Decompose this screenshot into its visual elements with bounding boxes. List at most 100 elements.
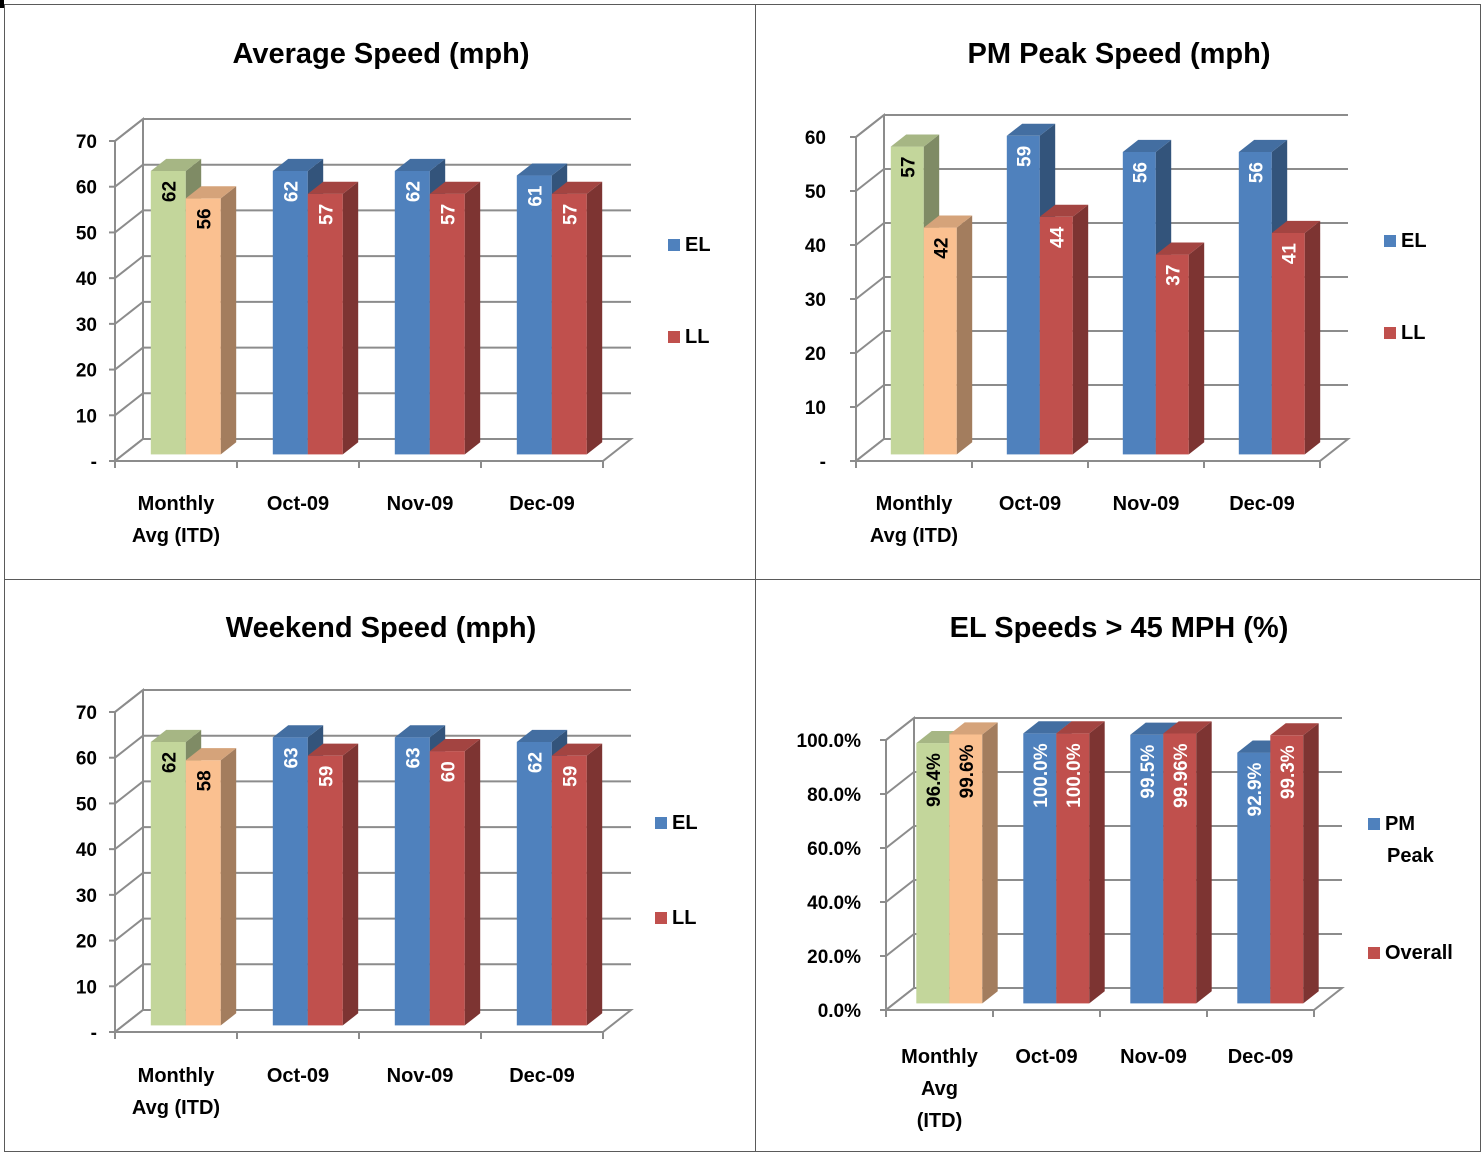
bar-front (307, 193, 343, 455)
bar-side (586, 743, 603, 1026)
bar-top (1006, 123, 1056, 136)
bar: 58 (185, 748, 237, 1026)
chart-panel-weekend-speed: Weekend Speed (mph) - 10 20 30 40 50 60 70 62 58 63… (4, 579, 756, 1152)
chart-title: Average Speed (mph) (232, 38, 529, 70)
bar-top (890, 134, 940, 147)
bar-top (429, 739, 481, 752)
bar-front (923, 227, 957, 455)
x-tick-label: Monthly Avg (ITD) (901, 1046, 979, 1132)
data-label: 62 (403, 181, 424, 202)
gridline-side (114, 118, 144, 142)
x-tick-label: Monthly Avg (ITD) (132, 493, 220, 547)
legend-label: EL (1401, 230, 1427, 252)
chart-panel-el-speeds-over-45: EL Speeds > 45 MPH (%) 0.0% 20.0% 40.0% 60.0… (755, 579, 1481, 1152)
side-wall (885, 715, 915, 1013)
data-label: 63 (281, 747, 302, 768)
y-tick-label: 50 (76, 223, 97, 244)
chart-title: PM Peak Speed (mph) (968, 38, 1271, 70)
x-tick-label: Oct-09 (1015, 1046, 1077, 1068)
x-tick-label-line: Nov-09 (1113, 493, 1180, 515)
x-tick-label-line: Nov-09 (387, 1065, 454, 1087)
bar-side (982, 722, 998, 1004)
data-label: 42 (931, 238, 952, 259)
bar: 59 (307, 743, 359, 1026)
gridline-side (114, 826, 144, 850)
x-tick-label-line: Nov-09 (387, 493, 454, 515)
data-label: 57 (316, 204, 337, 225)
y-tick-label: 20 (805, 344, 826, 365)
bar-top (307, 743, 359, 756)
x-tick-label-line: Avg (ITD) (132, 525, 220, 547)
x-tick-label: Monthly Avg (ITD) (132, 1065, 220, 1119)
gridline-side (885, 825, 915, 849)
average-speed-chart: Average Speed (mph)-10203040506070625662… (76, 38, 711, 547)
gridline-side (855, 384, 885, 408)
y-tick-label: 60 (76, 749, 97, 770)
bar-front (150, 170, 186, 455)
legend: EL LL (655, 812, 698, 929)
bar-front (429, 193, 465, 455)
legend: EL LL (668, 234, 711, 348)
data-label: 62 (159, 181, 180, 202)
data-label: 56 (194, 208, 215, 229)
x-tick-label: Nov-09 (1113, 493, 1180, 515)
data-label: 37 (1163, 265, 1184, 286)
legend-label-line: Peak (1387, 845, 1435, 867)
bar-front (1056, 733, 1090, 1004)
legend-label-line: EL (685, 234, 711, 256)
bar: 60 (429, 739, 481, 1026)
legend-label: EL (672, 812, 698, 834)
y-tick-label: 40 (805, 236, 826, 257)
y-tick-label: 70 (76, 132, 97, 153)
legend-label: LL (1401, 322, 1425, 344)
bar-front (185, 760, 221, 1026)
x-tick-label-line: Monthly (138, 1065, 216, 1087)
bar-front (1237, 752, 1271, 1004)
bar-top (394, 158, 446, 171)
data-label: 60 (438, 761, 459, 782)
bar-side (464, 181, 481, 455)
x-tick-label-line: Dec-09 (509, 493, 575, 515)
bars: 96.4% 99.6% 100.0% 100.0% 99.5% 99.96% 92.9% 99… (916, 721, 1319, 1004)
bar-front (516, 741, 552, 1026)
bar-front (551, 755, 587, 1026)
pm-peak-speed-chart: PM Peak Speed (mph) - 10 20 30 40 50 60 57 42 59 44… (805, 38, 1427, 547)
legend-swatch (1368, 947, 1380, 959)
bar: 57 (551, 181, 603, 455)
x-tick-label-line: Dec-09 (1228, 1046, 1294, 1068)
x-tick-label-line: Oct-09 (267, 1065, 329, 1087)
data-label: 59 (316, 766, 337, 787)
gridline-side (885, 717, 915, 741)
y-tick-label: 80.0% (807, 785, 861, 806)
corner-mark (0, 0, 4, 8)
bar-side (1188, 242, 1205, 455)
data-label: 41 (1279, 243, 1300, 265)
bar-top (394, 725, 446, 738)
data-label: 57 (560, 204, 581, 225)
gridline-side (114, 780, 144, 805)
bar-front (516, 175, 552, 455)
bar-front (890, 146, 924, 455)
y-tick-label: 40 (76, 840, 97, 861)
data-label: 58 (194, 770, 215, 791)
bar: 99.96% (1163, 721, 1212, 1004)
bar-front (394, 737, 430, 1026)
y-tick-label: 10 (805, 398, 826, 419)
x-tick-label: Oct-09 (999, 493, 1061, 515)
bar: 99.6% (949, 722, 998, 1004)
bar: 57 (429, 181, 481, 455)
legend-swatch (668, 239, 680, 251)
x-tick-label-line: Oct-09 (999, 493, 1061, 515)
y-tick-label: 30 (76, 886, 97, 907)
bar-top (1270, 723, 1319, 736)
gridline-side (114, 301, 144, 325)
y-tick-label: 0.0% (818, 1001, 861, 1022)
legend-label-line: LL (1401, 322, 1425, 344)
bar-front (272, 170, 308, 455)
legend-label: EL (685, 234, 711, 256)
gridline-side (114, 346, 144, 371)
bar-top (1056, 721, 1105, 734)
gridline-side (114, 255, 144, 279)
x-tick-label: Dec-09 (1229, 493, 1295, 515)
legend-label: Overall (1385, 942, 1453, 964)
